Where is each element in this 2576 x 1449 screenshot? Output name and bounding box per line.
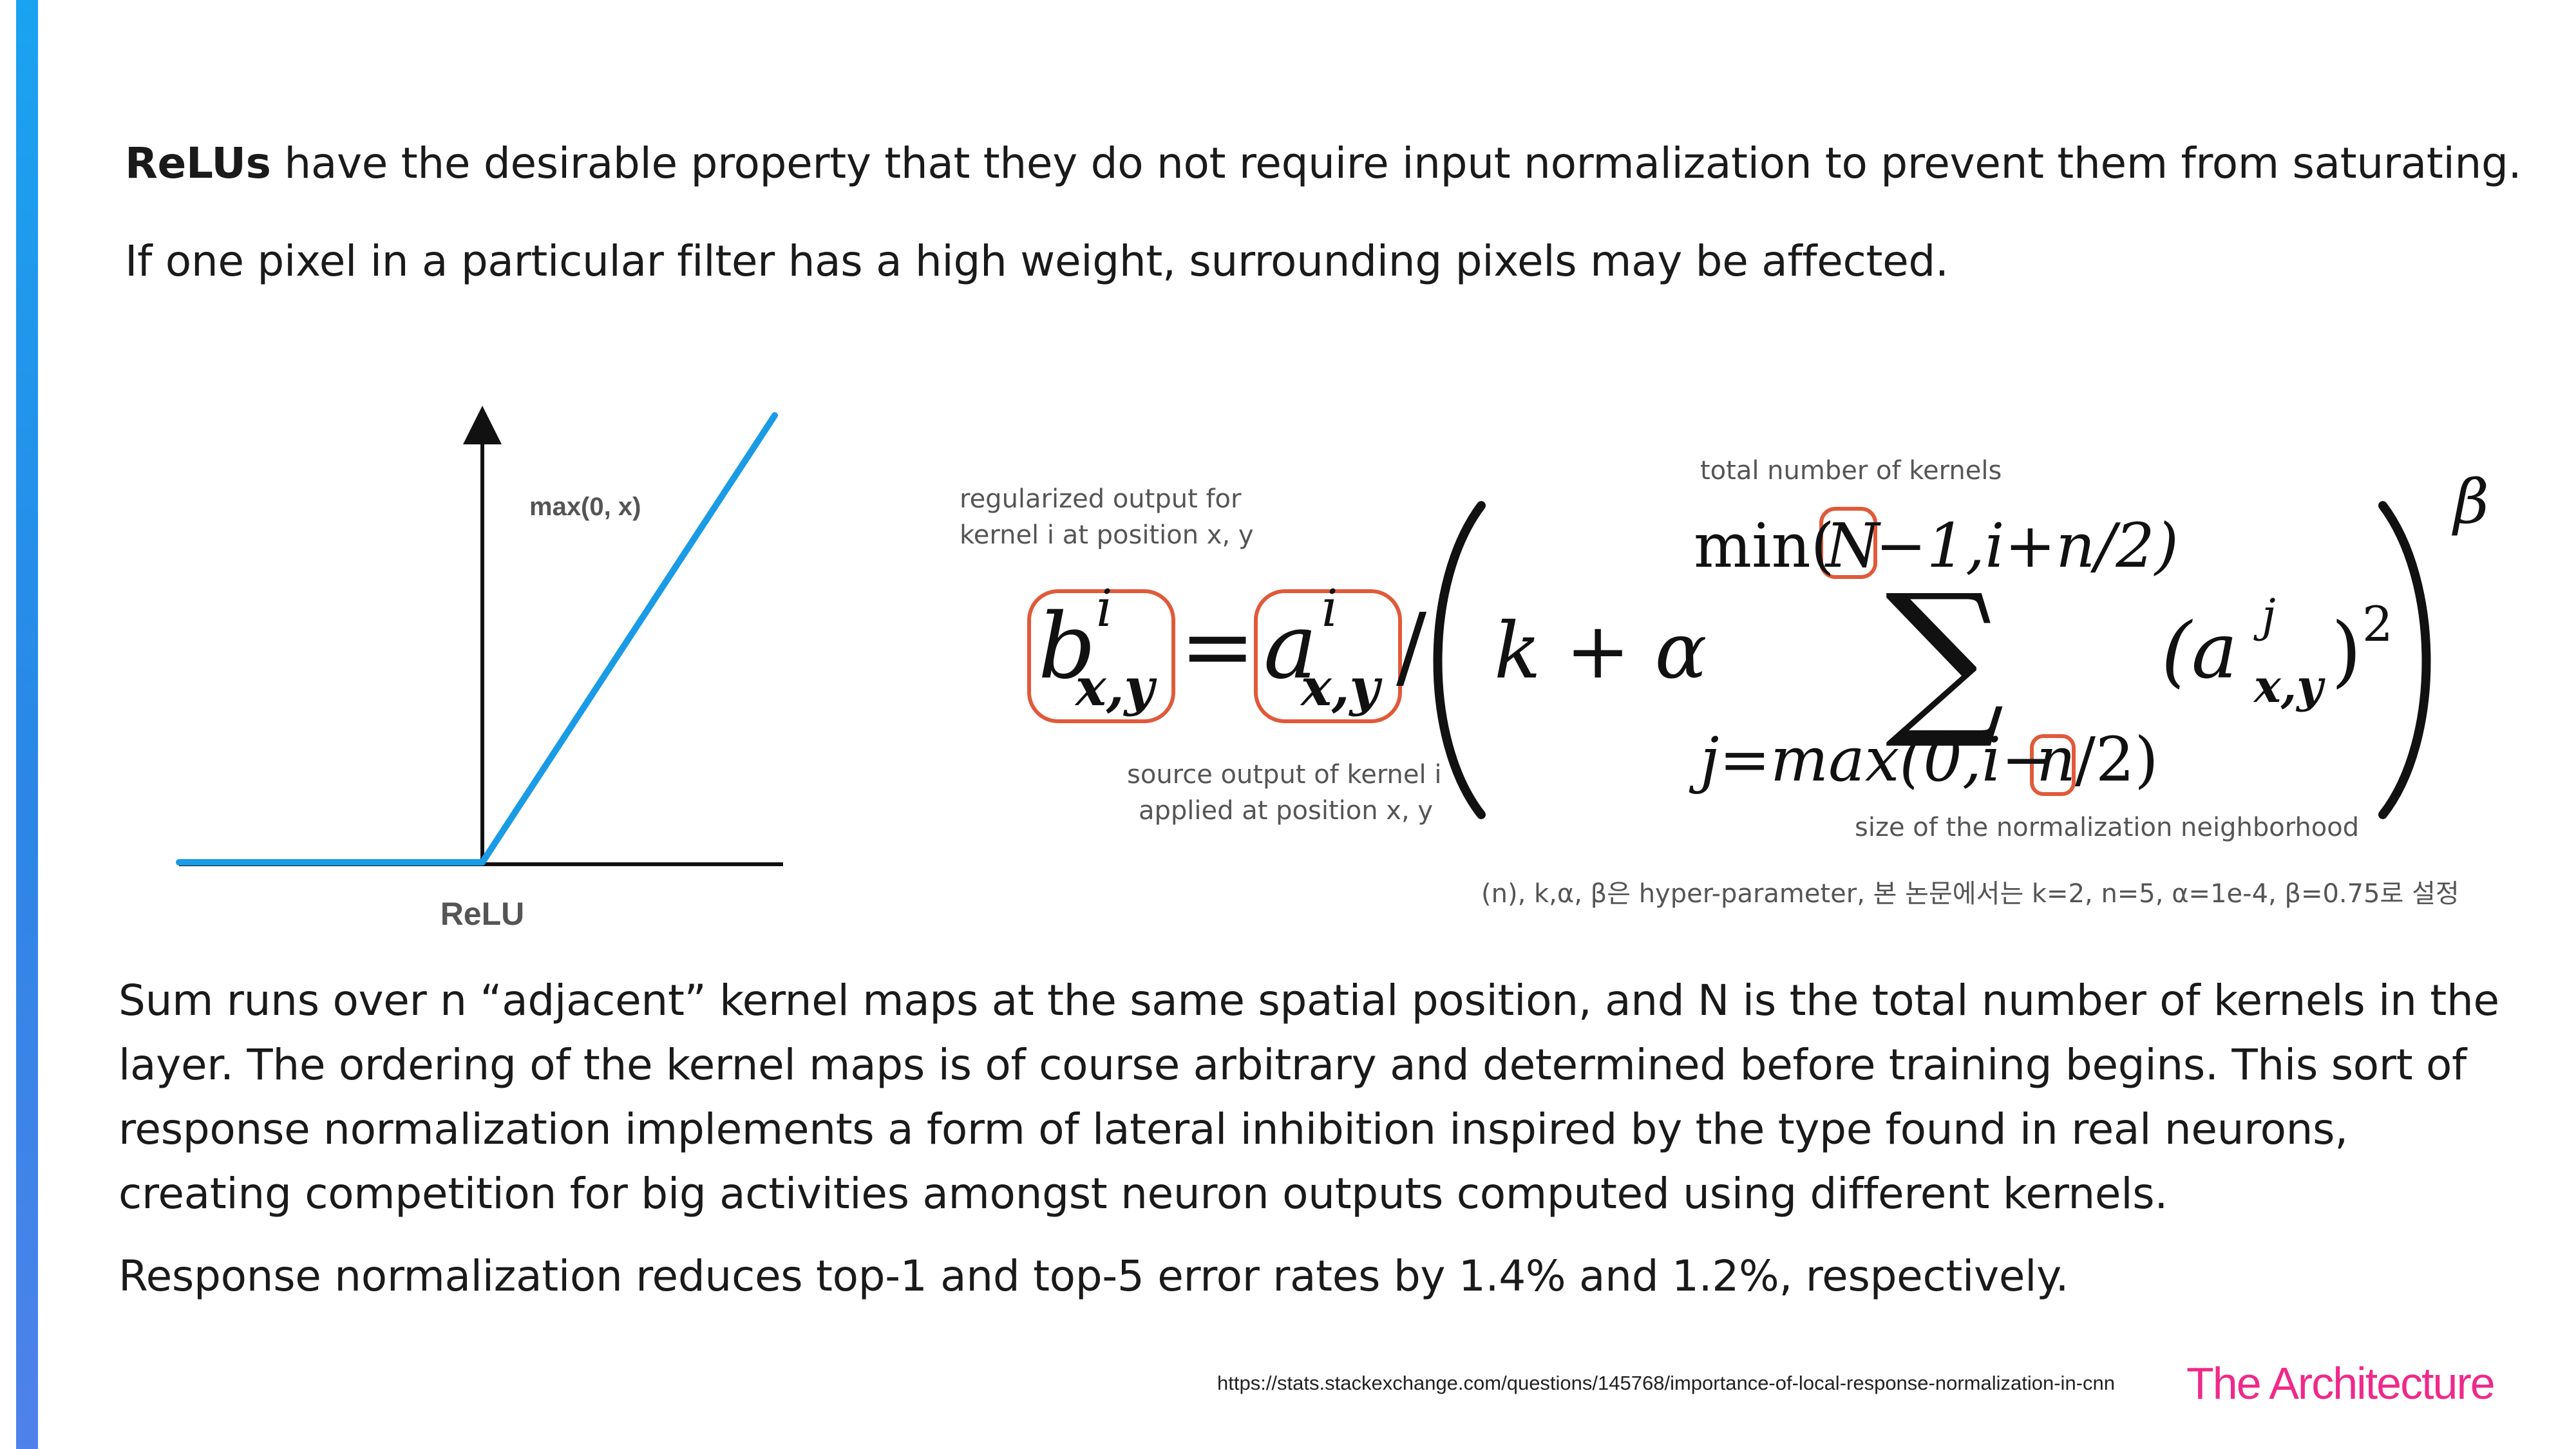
left-big-paren — [1433, 501, 1486, 819]
sum-lower-prefix: j=max(0,i− — [1689, 724, 2052, 795]
sigma-symbol: ∑ — [1885, 559, 2005, 753]
hyperparameter-note: (n), k,α, β은 hyper-parameter, 본 논문에서는 k=… — [1481, 879, 2459, 909]
source-output-label-1: source output of kernel i — [1127, 760, 1442, 790]
k-plus-alpha: k + α — [1494, 607, 1707, 696]
lhs-sub: x,y — [1074, 657, 1158, 717]
body-p1-line-3: response normalization implements a form… — [118, 1104, 2348, 1154]
neighborhood-size-label: size of the normalization neighborhood — [1855, 813, 2360, 842]
rhs-highlight-box — [1254, 589, 1402, 723]
sum-upper-N: N — [1824, 511, 1881, 582]
body-p2: Response normalization reduces top-1 and… — [118, 1251, 2069, 1301]
term-base: (a — [2161, 607, 2237, 696]
beta-exponent: β — [2452, 467, 2489, 538]
division-slash: / — [1396, 594, 1427, 699]
sum-upper-suffix: −1,i+n/2) — [1875, 511, 2179, 582]
regularized-output-label-1: regularized output for — [960, 484, 1242, 514]
term-sub: x,y — [2253, 659, 2325, 713]
term-sup: j — [2253, 589, 2276, 642]
body-p1-line-2: layer. The ordering of the kernel maps i… — [118, 1040, 2467, 1090]
intro-line-2: If one pixel in a particular filter has … — [125, 236, 1949, 286]
regularized-output-label-2: kernel i at position x, y — [960, 520, 1254, 550]
intro-line-1-text: have the desirable property that they do… — [270, 138, 2522, 188]
relu-curve-label: max(0, x) — [529, 493, 641, 521]
rhs-sub: x,y — [1300, 657, 1383, 717]
lhs-sup: i — [1096, 578, 1113, 638]
equals-sign: = — [1180, 594, 1255, 699]
term-close: ) — [2331, 607, 2362, 696]
lhs-highlight-box — [1027, 589, 1175, 723]
lrn-formula: b i x,y = a i x,y / k + α min( N −1,i+n/… — [1027, 467, 2489, 819]
N-highlight-box — [1819, 507, 1877, 579]
lhs-base: b — [1038, 594, 1096, 699]
n-highlight-box — [2030, 734, 2076, 796]
brand-logo-text: The Architecture — [2186, 1358, 2496, 1408]
body-p1-line-4: creating competition for big activities … — [118, 1169, 2168, 1218]
source-output-label-2: applied at position x, y — [1139, 796, 1434, 826]
relu-chart-title: ReLU — [440, 896, 525, 932]
relu-chart: max(0, x) ReLU — [176, 406, 783, 932]
sum-lower-n: n — [2036, 724, 2076, 795]
sum-upper-prefix: min( — [1694, 511, 1835, 582]
accent-bar — [16, 0, 38, 1449]
body-p1-line-1: Sum runs over n “adjacent” kernel maps a… — [118, 976, 2499, 1025]
relus-term: ReLUs — [125, 138, 271, 188]
rhs-sup: i — [1321, 578, 1338, 638]
relu-ramp-segment — [479, 412, 778, 866]
total-kernels-label: total number of kernels — [1700, 456, 2002, 486]
term-power: 2 — [2362, 596, 2393, 652]
sum-lower-suffix: /2) — [2075, 724, 2159, 795]
source-url-link[interactable]: https://stats.stackexchange.com/question… — [1217, 1372, 2115, 1394]
rhs-base: a — [1264, 594, 1317, 699]
intro-line-1: ReLUs have the desirable property that t… — [125, 138, 2522, 188]
right-big-paren — [2378, 501, 2431, 819]
